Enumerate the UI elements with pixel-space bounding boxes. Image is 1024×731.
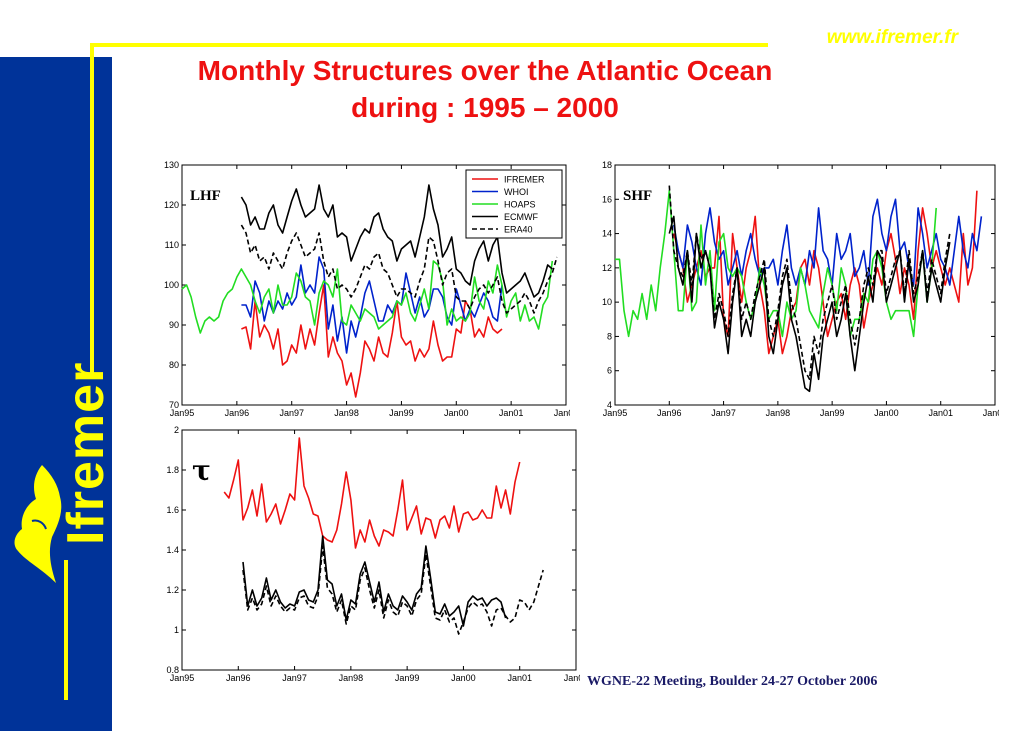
x-tick-label: Jan97 <box>711 408 736 418</box>
x-tick-label: Jan95 <box>170 673 195 683</box>
y-tick-label: 1.8 <box>166 465 179 475</box>
x-tick-label: Jan98 <box>339 673 364 683</box>
y-tick-label: 0.8 <box>166 665 179 675</box>
series-line-hoaps <box>181 260 554 334</box>
slide-title-line-2: during : 1995 – 2000 <box>351 92 619 123</box>
y-tick-label: 14 <box>602 229 612 239</box>
x-tick-label: Jan96 <box>657 408 682 418</box>
series-line-ifremer <box>241 284 503 398</box>
legend-label-ifremer: IFREMER <box>504 175 545 185</box>
y-tick-label: 8 <box>607 331 612 341</box>
series-line-whoi <box>241 256 503 354</box>
x-tick-label: Jan02 <box>983 408 999 418</box>
shf-chart: 4 6 8 10 12 14 16 18 Jan95 Jan96 Jan97 Jan98 Jan99 Ja… <box>602 160 999 418</box>
slide-title: Monthly Structures over the Atlantic Oce… <box>185 52 785 126</box>
x-tick-label: Jan00 <box>874 408 899 418</box>
legend-label-hoaps: HOAPS <box>504 200 536 210</box>
x-tick-label: Jan95 <box>603 408 628 418</box>
x-tick-label: Jan97 <box>279 408 304 418</box>
y-tick-label: 2 <box>174 425 179 435</box>
y-tick-label: 10 <box>602 297 612 307</box>
footer-meeting-info: WGNE-22 Meeting, Boulder 24-27 October 2… <box>587 674 878 689</box>
y-tick-label: 110 <box>165 240 179 250</box>
legend-label-era40: ERA40 <box>504 225 533 235</box>
chart-legend: IFREMER WHOI HOAPS ECMWF ERA40 <box>465 169 563 239</box>
x-tick-label: Jan99 <box>395 673 420 683</box>
x-tick-label: Jan02 <box>554 408 570 418</box>
dolphin-logo-icon <box>14 465 62 583</box>
lhf-chart: 70 80 90 100 110 120 130 Jan95 Jan96 Jan97 Jan98 Ja… <box>164 160 570 418</box>
legend-label-whoi: WHOI <box>504 187 529 197</box>
y-tick-label: 80 <box>169 360 179 370</box>
x-tick-label: Jan02 <box>564 673 580 683</box>
y-tick-label: 120 <box>164 200 179 210</box>
x-tick-label: Jan01 <box>928 408 953 418</box>
x-tick-label: Jan99 <box>820 408 845 418</box>
y-tick-label: 6 <box>607 366 612 376</box>
series-line-era40 <box>242 545 544 635</box>
x-tick-label: Jan95 <box>170 408 195 418</box>
chart-annotation: SHF <box>623 188 652 204</box>
chart-annotation: LHF <box>190 188 221 204</box>
x-tick-label: Jan01 <box>507 673 532 683</box>
y-tick-label: 1 <box>174 625 179 635</box>
accent-line-top <box>90 43 768 47</box>
plot-area <box>181 429 577 671</box>
series-line-era40 <box>668 185 951 381</box>
chart-annotation: τ <box>192 454 211 487</box>
y-tick-label: 18 <box>602 160 612 170</box>
legend-label-ecmwf: ECMWF <box>504 212 538 222</box>
y-tick-label: 4 <box>607 400 612 410</box>
series-line-whoi <box>673 198 983 286</box>
y-tick-label: 1.6 <box>166 505 179 515</box>
y-tick-label: 130 <box>164 160 179 170</box>
y-tick-label: 12 <box>602 263 612 273</box>
x-tick-label: Jan96 <box>225 408 250 418</box>
x-tick-label: Jan97 <box>282 673 307 683</box>
series-line-ifremer <box>223 437 521 549</box>
tau-chart: 0.8 1 1.2 1.4 1.6 1.8 2 Jan95 Jan96 Jan97 Jan98 Jan… <box>166 425 580 683</box>
y-tick-label: 1.4 <box>166 545 179 555</box>
y-tick-label: 90 <box>169 320 179 330</box>
x-tick-label: Jan99 <box>389 408 414 418</box>
x-tick-label: Jan98 <box>334 408 359 418</box>
x-tick-label: Jan01 <box>499 408 524 418</box>
x-tick-label: Jan98 <box>766 408 791 418</box>
y-tick-label: 70 <box>169 400 179 410</box>
accent-line-vertical-upper <box>90 43 94 373</box>
accent-line-vertical-lower <box>64 560 68 700</box>
website-link[interactable]: www.ifremer.fr <box>826 27 958 48</box>
slide-title-line-1: Monthly Structures over the Atlantic Oce… <box>197 55 773 86</box>
x-tick-label: Jan96 <box>226 673 251 683</box>
series-line-ecmwf <box>242 535 507 627</box>
y-tick-label: 16 <box>602 194 612 204</box>
y-tick-label: 100 <box>164 280 179 290</box>
x-tick-label: Jan00 <box>451 673 476 683</box>
series-line-era40 <box>240 224 558 314</box>
x-tick-label: Jan00 <box>444 408 469 418</box>
series-line-ecmwf <box>240 184 553 298</box>
y-tick-label: 1.2 <box>166 585 179 595</box>
